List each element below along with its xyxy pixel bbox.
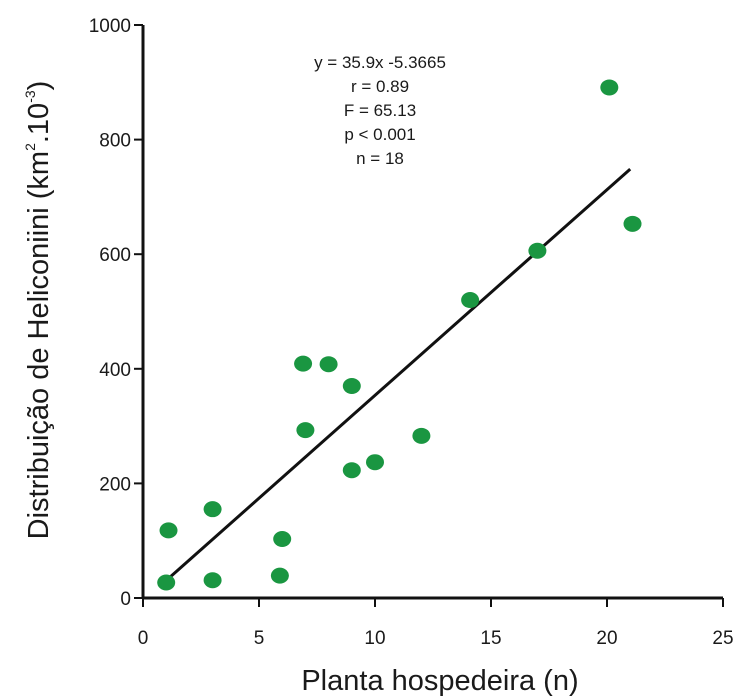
y-axis-title-end: ) <box>23 81 55 91</box>
y-tick-label: 0 <box>120 589 131 610</box>
data-point <box>203 572 222 589</box>
data-point <box>157 574 176 591</box>
data-point <box>600 79 619 96</box>
stat-line: r = 0.89 <box>351 77 409 96</box>
regression-line <box>165 167 632 582</box>
data-point <box>461 292 480 309</box>
x-axis-title: Planta hospedeira (n) <box>301 665 578 697</box>
data-point <box>296 422 315 439</box>
y-tick-label: 1000 <box>89 16 131 37</box>
y-axis-title-mid: .10 <box>23 103 55 143</box>
data-point <box>623 215 642 232</box>
y-tick-label: 200 <box>99 474 131 495</box>
data-point <box>342 462 361 479</box>
x-axis-ticks: 0 5 10 15 20 25 <box>138 598 734 649</box>
y-axis-title-exp1: 2 <box>22 143 38 151</box>
x-tick-label: 5 <box>254 628 265 649</box>
y-axis-title-exp2: -3 <box>22 90 38 103</box>
stat-line: y = 35.9x -5.3665 <box>314 53 446 72</box>
data-point <box>342 377 361 394</box>
x-tick-label: 10 <box>364 628 385 649</box>
y-tick-label: 400 <box>99 360 131 381</box>
stat-line: F = 65.13 <box>344 101 416 120</box>
y-axis-title-main: Distribuição de Heliconiini (km <box>23 151 55 539</box>
data-point <box>270 567 289 584</box>
data-point <box>294 355 313 372</box>
data-point <box>528 242 547 259</box>
data-points <box>157 79 642 591</box>
x-tick-label: 0 <box>138 628 149 649</box>
x-tick-label: 25 <box>712 628 733 649</box>
x-tick-label: 20 <box>596 628 617 649</box>
y-tick-label: 600 <box>99 245 131 266</box>
data-point <box>319 356 338 373</box>
x-tick-label: 15 <box>480 628 501 649</box>
data-point <box>412 427 431 444</box>
data-point <box>366 454 384 471</box>
y-axis-title: Distribuição de Heliconiini (km2.10-3) <box>22 81 55 540</box>
y-tick-label: 800 <box>99 131 131 152</box>
stat-line: p < 0.001 <box>344 125 415 144</box>
stat-line: n = 18 <box>356 149 404 168</box>
data-point <box>203 501 222 518</box>
y-axis-ticks: 0 200 400 600 800 1000 <box>89 16 143 610</box>
data-point <box>159 522 178 539</box>
axes <box>141 25 723 600</box>
data-point <box>273 530 292 547</box>
regression-stats: y = 35.9x -5.3665 r = 0.89 F = 65.13 p < 0.… <box>314 53 446 168</box>
